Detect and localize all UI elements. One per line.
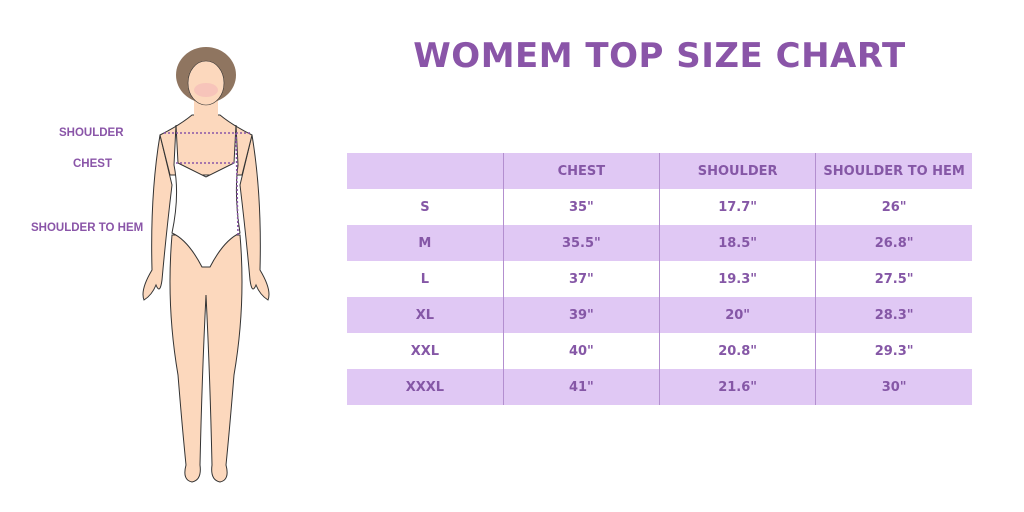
size-cell: XL [347,297,504,333]
chest-label: CHEST [73,158,112,170]
size-cell: XXL [410,343,440,359]
table-cell: 19.3" [658,261,816,297]
page-title: WOMEM TOP SIZE CHART [413,36,906,76]
table-cell: 35.5" [502,225,660,261]
size-chart-table: CHEST SHOULDER SHOULDER TO HEM S 35" 17.7"… [347,153,972,405]
table-cell: 30" [815,369,972,405]
size-cell: XXXL [347,369,504,405]
body-figure-illustration [142,47,270,483]
table-row: S 35" 17.7" 26" [347,189,972,225]
table-cell: 18.5" [658,225,816,261]
header-cell [347,153,504,189]
size-cell: S [420,199,430,215]
header-cell: SHOULDER [658,153,816,189]
table-cell: 27.5" [815,261,972,297]
table-cell: 17.7" [658,189,816,225]
table-cell: 39" [502,297,660,333]
size-cell: M [347,225,504,261]
table-row: L 37" 19.3" 27.5" [347,261,972,297]
table-cell: 29.3" [815,333,972,369]
shoulder-to-hem-label: SHOULDER TO HEM [31,222,144,234]
shoulder-label: SHOULDER [59,127,124,139]
table-cell: 20" [658,297,816,333]
table-row: XXXL 41" 21.6" 30" [347,369,972,405]
table-cell: 26" [815,189,972,225]
table-row: XL 39" 20" 28.3" [347,297,972,333]
table-cell: 21.6" [658,369,816,405]
table-row: M 35.5" 18.5" 26.8" [347,225,972,261]
table-cell: 41" [502,369,660,405]
table-cell: 40" [502,333,660,369]
table-cell: 37" [502,261,660,297]
table-cell: 26.8" [815,225,972,261]
table-cell: 20.8" [658,333,816,369]
header-cell: SHOULDER TO HEM [815,153,972,189]
table-cell: 28.3" [815,297,972,333]
size-cell: L [420,271,430,287]
header-cell: CHEST [502,153,660,189]
table-row: XXL 40" 20.8" 29.3" [347,333,972,369]
table-header-row: CHEST SHOULDER SHOULDER TO HEM [347,153,972,189]
table-cell: 35" [502,189,660,225]
